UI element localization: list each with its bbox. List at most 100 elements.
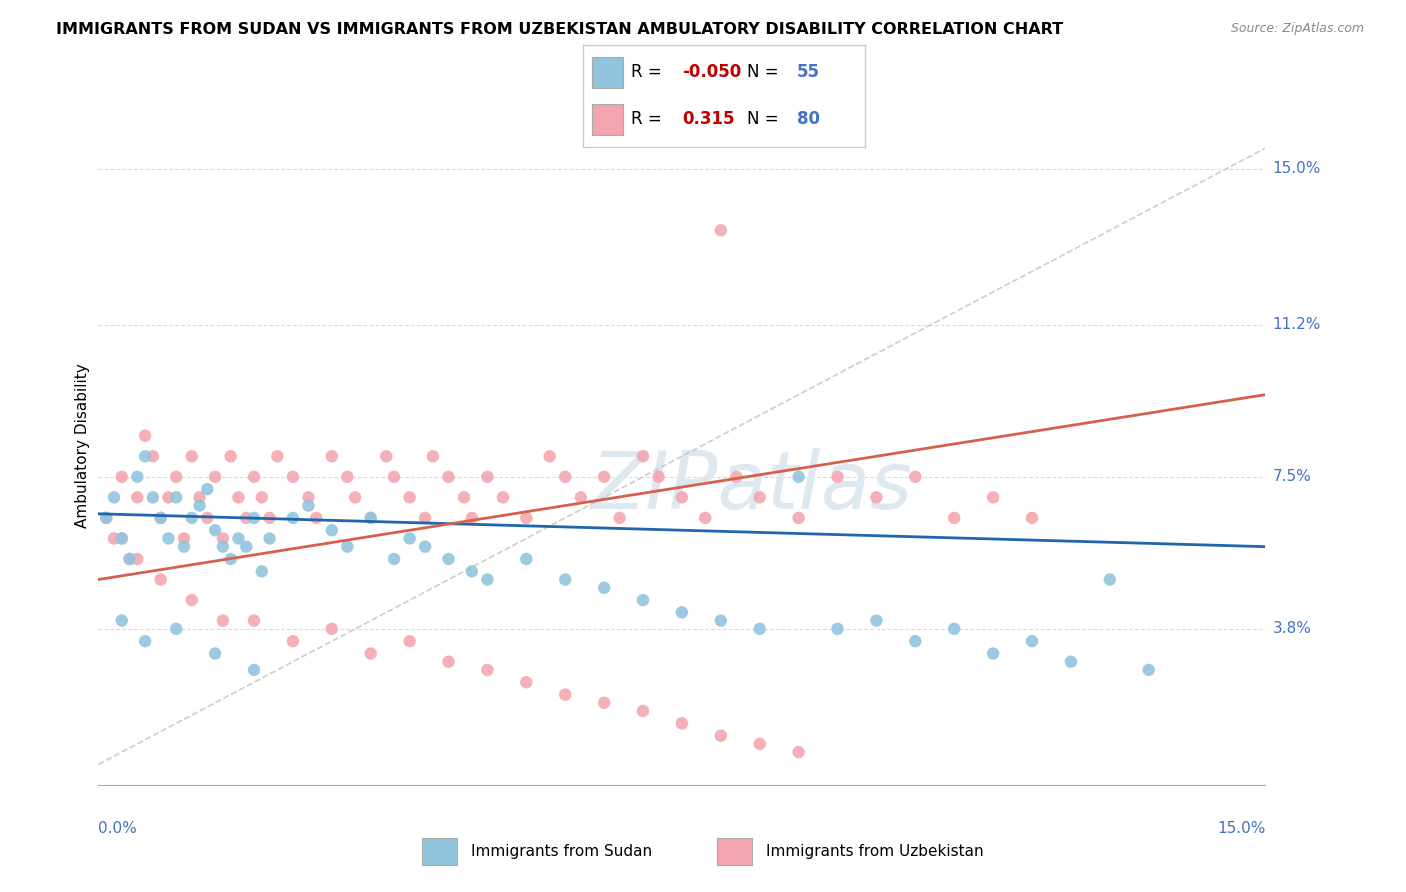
Point: [422, 450, 444, 464]
Point: [554, 688, 576, 702]
Point: [103, 491, 125, 505]
Point: [127, 491, 149, 505]
FancyBboxPatch shape: [717, 838, 752, 865]
Point: [165, 470, 187, 484]
Point: [515, 675, 537, 690]
Point: [281, 511, 304, 525]
Point: [266, 450, 288, 464]
Point: [111, 532, 134, 546]
Point: [515, 511, 537, 525]
Point: [344, 491, 367, 505]
Point: [382, 470, 405, 484]
Point: [609, 511, 631, 525]
Point: [204, 470, 226, 484]
Point: [1098, 573, 1121, 587]
Point: [111, 532, 134, 546]
Text: IMMIGRANTS FROM SUDAN VS IMMIGRANTS FROM UZBEKISTAN AMBULATORY DISABILITY CORREL: IMMIGRANTS FROM SUDAN VS IMMIGRANTS FROM…: [56, 22, 1063, 37]
Point: [593, 470, 616, 484]
Text: R =: R =: [631, 111, 668, 128]
Text: N =: N =: [747, 63, 783, 81]
Point: [647, 470, 669, 484]
Point: [593, 581, 616, 595]
Point: [631, 704, 654, 718]
Point: [118, 552, 141, 566]
Point: [195, 511, 218, 525]
Point: [398, 491, 420, 505]
Point: [477, 573, 499, 587]
Point: [865, 491, 887, 505]
Point: [593, 696, 616, 710]
Point: [149, 511, 172, 525]
Point: [375, 450, 398, 464]
Text: Immigrants from Uzbekistan: Immigrants from Uzbekistan: [766, 845, 984, 859]
Point: [1021, 634, 1043, 648]
Point: [1021, 511, 1043, 525]
Point: [103, 532, 125, 546]
Text: Source: ZipAtlas.com: Source: ZipAtlas.com: [1230, 22, 1364, 36]
Point: [538, 450, 561, 464]
Point: [228, 532, 250, 546]
Text: R =: R =: [631, 63, 668, 81]
Point: [360, 511, 382, 525]
Point: [382, 552, 405, 566]
Point: [305, 511, 328, 525]
Point: [111, 614, 134, 628]
Point: [321, 450, 343, 464]
Point: [748, 491, 770, 505]
Text: 11.2%: 11.2%: [1272, 318, 1320, 333]
Point: [748, 737, 770, 751]
Point: [127, 470, 149, 484]
Text: 15.0%: 15.0%: [1272, 161, 1320, 176]
Point: [477, 663, 499, 677]
Point: [725, 470, 748, 484]
Point: [981, 647, 1004, 661]
Point: [748, 622, 770, 636]
Point: [710, 729, 733, 743]
Point: [671, 606, 693, 620]
Point: [297, 491, 319, 505]
Point: [904, 470, 927, 484]
Point: [134, 450, 156, 464]
Point: [212, 540, 235, 554]
Point: [569, 491, 592, 505]
Point: [180, 511, 202, 525]
Point: [297, 499, 319, 513]
Point: [943, 622, 966, 636]
Point: [453, 491, 475, 505]
Point: [281, 634, 304, 648]
Point: [710, 614, 733, 628]
Point: [96, 511, 118, 525]
Point: [671, 716, 693, 731]
Point: [149, 573, 172, 587]
Point: [631, 450, 654, 464]
Point: [336, 470, 359, 484]
Point: [157, 532, 180, 546]
Point: [250, 564, 273, 578]
Point: [188, 491, 211, 505]
Point: [204, 647, 226, 661]
Point: [243, 470, 266, 484]
Point: [554, 573, 576, 587]
Point: [710, 223, 733, 237]
Point: [1060, 655, 1083, 669]
Text: 0.0%: 0.0%: [98, 821, 138, 836]
Point: [173, 532, 195, 546]
Point: [243, 511, 266, 525]
Point: [981, 491, 1004, 505]
Point: [515, 552, 537, 566]
Point: [437, 552, 460, 566]
Point: [219, 552, 242, 566]
Point: [134, 428, 156, 442]
Point: [195, 482, 218, 496]
Point: [157, 491, 180, 505]
Text: 3.8%: 3.8%: [1272, 622, 1312, 636]
Text: N =: N =: [747, 111, 783, 128]
Point: [250, 491, 273, 505]
Point: [259, 532, 281, 546]
Point: [180, 593, 202, 607]
Point: [127, 552, 149, 566]
Point: [96, 511, 118, 525]
Text: 7.5%: 7.5%: [1272, 469, 1312, 484]
Point: [321, 523, 343, 537]
Point: [437, 470, 460, 484]
